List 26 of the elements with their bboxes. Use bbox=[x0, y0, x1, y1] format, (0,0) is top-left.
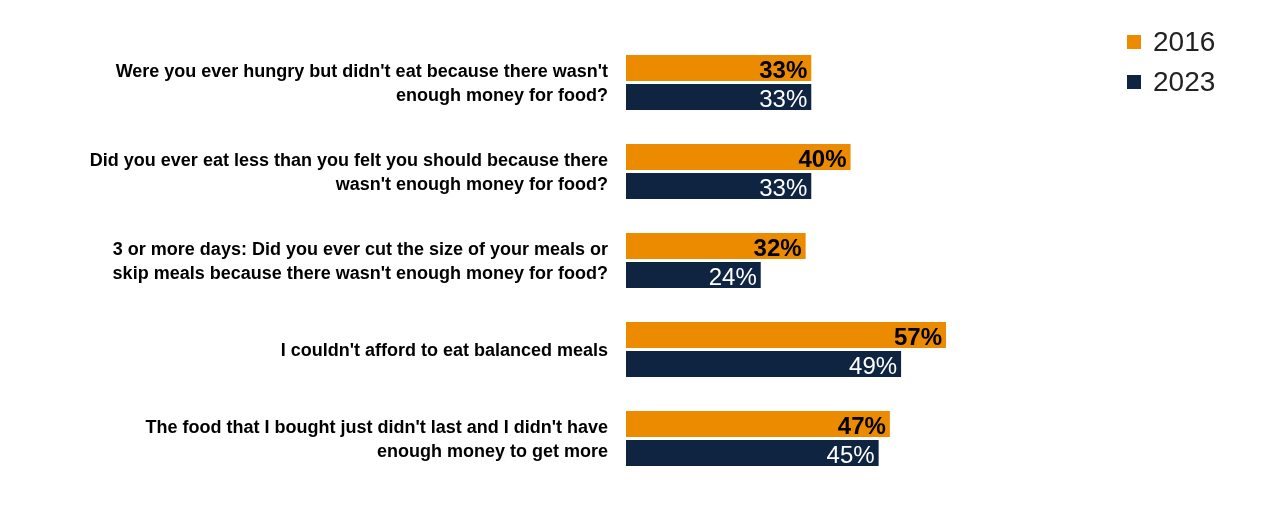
data-label: 32% bbox=[753, 233, 802, 261]
bar bbox=[626, 411, 890, 437]
data-label: 49% bbox=[849, 351, 898, 379]
bar bbox=[626, 144, 851, 170]
data-label: 33% bbox=[759, 55, 808, 83]
bar bbox=[626, 322, 946, 348]
data-label: 33% bbox=[759, 173, 808, 201]
bar bbox=[626, 440, 879, 466]
data-label: 33% bbox=[759, 84, 808, 112]
bar bbox=[626, 55, 812, 81]
data-label: 45% bbox=[826, 440, 875, 468]
data-label: 40% bbox=[798, 144, 847, 172]
data-label: 47% bbox=[837, 411, 886, 439]
legend-label: 2016 bbox=[1153, 26, 1216, 58]
y-tick-label: Were you ever hungry but didn't eat because there wasn't enough money for food? bbox=[115, 60, 608, 105]
bar bbox=[626, 84, 812, 110]
legend-label: 2023 bbox=[1153, 66, 1216, 98]
y-tick-label: The food that I bought just didn't last and I didn't have enough money to get more bbox=[145, 416, 608, 461]
bar bbox=[626, 351, 902, 377]
y-tick-label: I couldn't afford to eat balanced meals bbox=[280, 339, 608, 360]
bar bbox=[626, 173, 812, 199]
data-label: 57% bbox=[893, 322, 942, 350]
data-label: 24% bbox=[708, 262, 757, 290]
y-tick-label: Did you ever eat less than you felt you should because there wasn't enough money for food? bbox=[89, 149, 608, 194]
bar bbox=[626, 233, 806, 259]
y-tick-label: 3 or more days: Did you ever cut the size of your meals or skip meals because there wasn't enough money for food? bbox=[112, 238, 608, 283]
